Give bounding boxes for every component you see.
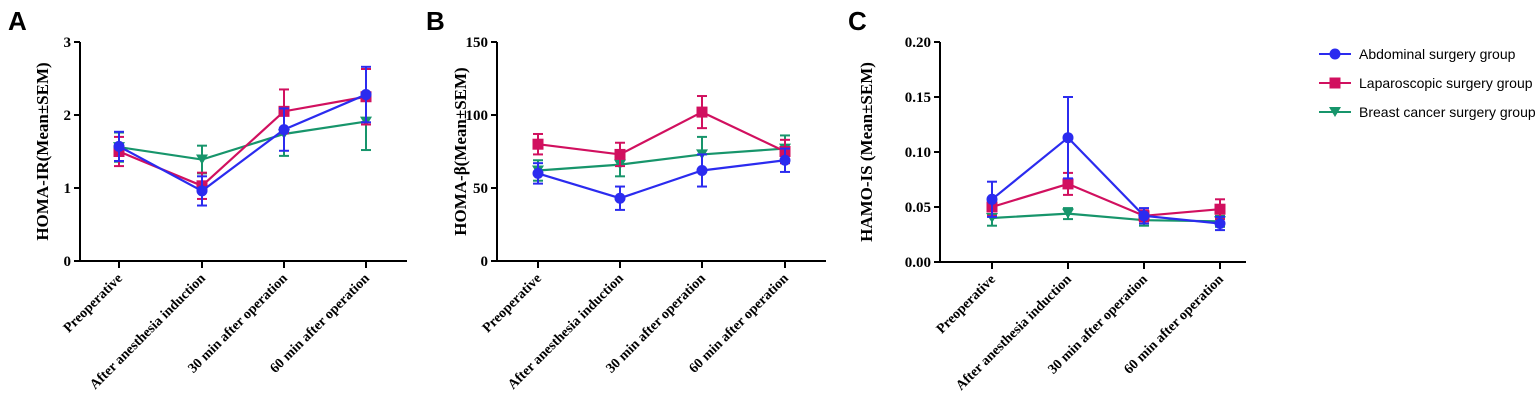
panel-a: A0123HOMA-IR(Mean±SEM)PreoperativeAfter …	[8, 6, 407, 393]
series-line	[537, 159, 786, 200]
y-axis-label: HAMO-IS (Mean±SEM)	[857, 62, 876, 242]
series-abdominal	[532, 147, 791, 211]
legend-label: Abdominal surgery group	[1359, 46, 1516, 62]
series-line	[118, 93, 367, 193]
y-tick-label: 0	[481, 254, 489, 270]
data-point	[1062, 132, 1074, 144]
legend-item-breast: Breast cancer surgery group	[1319, 104, 1535, 120]
series-line	[991, 136, 1221, 225]
data-point	[1062, 178, 1074, 190]
data-point	[1214, 203, 1226, 215]
panel-letter: C	[848, 6, 867, 36]
y-tick-label: 0	[64, 254, 72, 270]
y-tick-label: 100	[466, 108, 489, 124]
panel-letter: A	[8, 6, 27, 36]
y-tick-label: 0.20	[905, 35, 931, 51]
y-tick-label: 0.05	[905, 200, 931, 216]
series-line	[537, 110, 786, 156]
data-point	[696, 106, 708, 118]
data-point	[532, 167, 544, 179]
series-line	[991, 182, 1221, 217]
x-tick-label: Preoperative	[61, 271, 126, 336]
series-abdominal	[986, 96, 1226, 232]
panel-letter: B	[426, 6, 445, 36]
x-tick-label: Preoperative	[480, 271, 545, 336]
y-tick-label: 0.00	[905, 255, 931, 271]
y-tick-label: 3	[64, 35, 72, 51]
y-tick-label: 50	[473, 181, 488, 197]
data-point	[360, 89, 372, 101]
legend-item-abdominal: Abdominal surgery group	[1319, 46, 1516, 62]
panel-b: B050100150HOMA-β(Mean±SEM)PreoperativeAf…	[426, 6, 826, 393]
series-line	[118, 120, 367, 161]
y-tick-label: 1	[64, 181, 72, 197]
y-axis-label: HOMA-β(Mean±SEM)	[451, 67, 470, 235]
y-tick-label: 150	[466, 35, 489, 51]
legend: Abdominal surgery group Laparoscopic surg…	[1319, 46, 1535, 120]
data-point	[986, 193, 998, 205]
series-abdominal	[113, 65, 372, 207]
panel-c: C 0.00 0.05 0.10 0.15 0.20 HAMO-IS (Mean±SEM) P…	[848, 6, 1246, 394]
data-point	[1062, 208, 1074, 219]
data-point	[614, 192, 626, 204]
series-line	[537, 147, 786, 172]
data-point	[779, 154, 791, 166]
series-laparoscopic	[532, 95, 791, 168]
data-point	[532, 138, 544, 150]
legend-marker	[1329, 107, 1341, 117]
data-point	[1138, 210, 1150, 222]
series-laparoscopic	[986, 171, 1226, 223]
y-tick-label: 2	[64, 108, 72, 124]
data-point	[696, 164, 708, 176]
x-tick-label: Preoperative	[934, 272, 999, 337]
data-point	[113, 140, 125, 152]
legend-marker	[1329, 48, 1341, 60]
legend-label: Laparoscopic surgery group	[1359, 75, 1533, 91]
y-tick-label: 0.15	[905, 90, 931, 106]
y-axis-label: HOMA-IR(Mean±SEM)	[33, 62, 52, 240]
data-point	[196, 185, 208, 197]
legend-marker	[1329, 77, 1341, 89]
data-point	[614, 148, 626, 160]
data-point	[278, 124, 290, 136]
data-point	[196, 154, 208, 165]
y-tick-label: 0.10	[905, 145, 931, 161]
legend-label: Breast cancer surgery group	[1359, 104, 1535, 120]
series-breast	[532, 134, 791, 182]
series-laparoscopic	[113, 68, 372, 200]
legend-item-laparoscopic: Laparoscopic surgery group	[1319, 75, 1533, 91]
data-point	[1214, 218, 1226, 229]
